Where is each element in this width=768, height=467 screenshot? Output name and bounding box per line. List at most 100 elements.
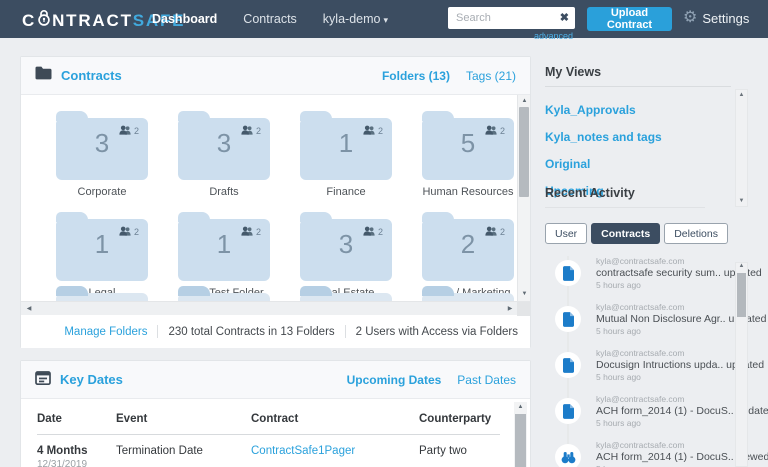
past-dates-link[interactable]: Past Dates xyxy=(457,372,516,387)
settings-button[interactable]: ⚙ Settings xyxy=(683,10,749,26)
search-clear-icon[interactable]: ✖ xyxy=(559,12,569,24)
contractsafe-logo[interactable]: C NTRACT SAFE xyxy=(22,9,185,32)
scrollbar-thumb[interactable] xyxy=(737,273,746,317)
users-icon xyxy=(485,125,497,137)
manage-folders-link[interactable]: Manage Folders xyxy=(64,325,148,338)
my-view-link-original[interactable]: Original xyxy=(545,157,591,171)
activity-item[interactable]: kyla@contractsafe.com ACH form_2014 (1) … xyxy=(545,440,768,467)
folder-tile-new-test-folder[interactable]: 1 2 New Test Folder xyxy=(163,212,285,299)
folder-contract-count: 3 xyxy=(338,229,354,259)
activity-title: contractsafe security sum.. updated xyxy=(596,267,762,279)
scroll-up-icon[interactable]: ▲ xyxy=(521,98,528,104)
folder-icon: 2 2 xyxy=(422,212,514,281)
activity-time: 5 hours ago xyxy=(596,418,641,428)
activity-time: 5 hours ago xyxy=(596,326,641,336)
tags-count-link[interactable]: Tags (21) xyxy=(465,68,516,83)
folder-name: Drafts xyxy=(209,186,239,198)
users-icon xyxy=(363,226,375,238)
my-view-link-upcoming[interactable]: Upcoming xyxy=(545,184,604,198)
folder-user-count: 2 xyxy=(499,227,505,237)
partial-folder-row xyxy=(41,286,529,301)
users-icon xyxy=(241,125,253,137)
activity-time: 5 hours ago xyxy=(596,280,641,290)
nav-item-account-dropdown[interactable]: kyla-demo ▾ xyxy=(322,12,388,26)
my-views-scrollbar[interactable]: ▲ ▼ xyxy=(735,89,748,207)
folder-icon: 3 2 xyxy=(56,111,148,180)
activity-filter-buttons: User Contracts Deletions xyxy=(545,223,756,244)
nav-item-dashboard[interactable]: Dashboard xyxy=(152,12,218,26)
calendar-icon xyxy=(35,370,51,390)
scrollbar-thumb[interactable] xyxy=(515,414,526,467)
search-input[interactable] xyxy=(448,7,575,29)
folder-tile-drafts[interactable]: 3 2 Drafts xyxy=(163,111,285,198)
users-icon xyxy=(241,226,253,238)
users-icon xyxy=(485,226,497,238)
folders-vertical-scrollbar[interactable]: ▲ ▼ xyxy=(517,95,530,301)
right-sidebar: My Views Kyla_Approvals Kyla_notes and t… xyxy=(545,56,768,467)
activity-title: ACH form_2014 (1) - DocuS.. updated xyxy=(596,405,768,417)
divider xyxy=(545,86,731,87)
scrollbar-thumb[interactable] xyxy=(519,107,529,197)
document-icon xyxy=(555,352,581,378)
scroll-up-icon[interactable]: ▲ xyxy=(738,92,745,98)
column-header-event: Event xyxy=(116,413,148,425)
divider xyxy=(157,325,159,338)
activity-item[interactable]: kyla@contractsafe.com Mutual Non Disclos… xyxy=(545,302,766,337)
advanced-search-link[interactable]: advanced xyxy=(533,31,573,41)
column-header-contract: Contract xyxy=(251,413,299,425)
search-area: ✖ advanced xyxy=(448,7,575,41)
event-cell: Termination Date xyxy=(116,445,203,457)
my-view-link-kyla-approvals[interactable]: Kyla_Approvals xyxy=(545,103,636,117)
folder-tile-corporate[interactable]: 3 2 Corporate xyxy=(41,111,163,198)
scroll-right-icon[interactable]: ▶ xyxy=(507,306,513,312)
scroll-up-icon[interactable]: ▲ xyxy=(738,263,745,269)
my-view-link-kyla-notes-and-tags[interactable]: Kyla_notes and tags xyxy=(545,130,662,144)
binoculars-icon xyxy=(555,444,581,467)
folder-tile-legal[interactable]: 1 2 Legal xyxy=(41,212,163,299)
contract-link[interactable]: ContractSafe1Pager xyxy=(251,445,356,457)
activity-title: Docusign Intructions upda.. updated xyxy=(596,359,765,371)
scroll-left-icon[interactable]: ◀ xyxy=(26,306,32,312)
scrollbar-corner xyxy=(517,302,530,316)
upload-contract-button[interactable]: Upload Contract xyxy=(587,7,672,31)
upcoming-dates-link[interactable]: Upcoming Dates xyxy=(346,372,442,387)
folder-contract-count: 1 xyxy=(216,229,232,259)
folder-user-count: 2 xyxy=(255,126,261,136)
padlock-icon xyxy=(36,9,52,32)
folder-tile-real-estate[interactable]: 3 2 Real Estate xyxy=(285,212,407,299)
folder-tile-finance[interactable]: 1 2 Finance xyxy=(285,111,407,198)
key-dates-header: Key Dates Upcoming Dates Past Dates xyxy=(21,361,530,399)
activity-item[interactable]: kyla@contractsafe.com contractsafe secur… xyxy=(545,256,762,291)
activity-user: kyla@contractsafe.com xyxy=(596,394,685,404)
folder-icon: 5 2 xyxy=(422,111,514,180)
scroll-down-icon[interactable]: ▼ xyxy=(738,198,745,204)
filter-user-button[interactable]: User xyxy=(545,223,588,244)
scroll-down-icon[interactable]: ▼ xyxy=(521,291,528,297)
activity-item[interactable]: kyla@contractsafe.com Docusign Intructio… xyxy=(545,348,764,383)
table-header-row: Date Event Contract Counterparty xyxy=(37,413,500,435)
activity-scrollbar[interactable]: ▲ xyxy=(735,262,748,467)
key-dates-scrollbar[interactable]: ▲ xyxy=(514,402,527,467)
folder-user-count: 2 xyxy=(133,126,139,136)
contracts-card-header: Contracts Folders (13) Tags (21) xyxy=(21,57,530,95)
key-dates-title: Key Dates xyxy=(60,372,123,387)
folder-icon: 1 2 xyxy=(300,111,392,180)
activity-item[interactable]: kyla@contractsafe.com ACH form_2014 (1) … xyxy=(545,394,768,429)
folders-horizontal-scrollbar[interactable]: ◀ ▶ xyxy=(21,301,530,316)
filter-contracts-button[interactable]: Contracts xyxy=(591,223,661,244)
folder-tile-human-resources[interactable]: 5 2 Human Resources xyxy=(407,111,529,198)
activity-title: ACH form_2014 (1) - DocuS.. viewed xyxy=(596,451,768,463)
key-dates-card: Key Dates Upcoming Dates Past Dates Date… xyxy=(20,360,531,467)
settings-label: Settings xyxy=(702,10,750,26)
folder-icon: 3 2 xyxy=(178,111,270,180)
folders-count-link[interactable]: Folders (13) xyxy=(381,68,450,83)
folder-contract-count: 2 xyxy=(460,229,476,259)
nav-item-contracts[interactable]: Contracts xyxy=(243,12,297,26)
folder-contract-count: 1 xyxy=(94,229,110,259)
scroll-up-icon[interactable]: ▲ xyxy=(517,404,524,410)
folder-dark-icon xyxy=(35,66,52,85)
filter-deletions-button[interactable]: Deletions xyxy=(664,223,728,244)
folder-name: Corporate xyxy=(77,186,127,198)
logo-text-ntract: NTRACT xyxy=(52,10,133,30)
folder-contract-count: 3 xyxy=(216,128,232,158)
